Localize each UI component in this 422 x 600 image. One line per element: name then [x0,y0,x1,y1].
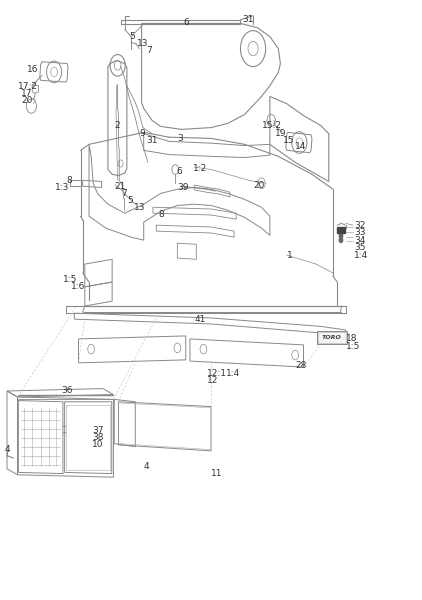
Text: 41: 41 [195,314,206,323]
Text: 16: 16 [27,65,38,74]
Text: 14: 14 [295,142,306,151]
Text: 34: 34 [354,236,365,245]
Circle shape [339,233,343,238]
Text: 31: 31 [243,16,254,25]
Text: 1:4: 1:4 [226,368,241,377]
Text: 1:5: 1:5 [346,342,360,351]
Text: 1: 1 [287,251,292,260]
Text: 35: 35 [354,243,365,252]
Text: 13: 13 [138,39,149,48]
Text: 8: 8 [66,176,72,185]
Text: 1:2: 1:2 [193,164,208,173]
Text: 7: 7 [146,46,151,55]
Text: 33: 33 [354,229,365,238]
Text: 20: 20 [253,181,265,190]
Text: 12:1: 12:1 [207,368,227,377]
Text: 39: 39 [177,183,189,192]
Text: 11: 11 [211,469,222,478]
Bar [317,331,347,344]
Bar [318,332,346,343]
Text: 12: 12 [207,376,218,385]
Text: 6: 6 [184,19,189,28]
Text: 18: 18 [346,334,357,343]
Text: 2: 2 [114,121,120,130]
Text: 1:4: 1:4 [354,251,368,260]
Text: 28: 28 [295,361,306,370]
Text: 8: 8 [159,211,165,220]
Text: 36: 36 [62,386,73,395]
Text: 17:2: 17:2 [18,82,38,91]
Text: 1:5: 1:5 [63,275,77,284]
Text: 31: 31 [147,136,158,145]
Text: 4: 4 [144,462,149,471]
Text: 17: 17 [21,89,32,98]
Circle shape [339,238,343,242]
Text: 32: 32 [354,221,365,230]
Text: 5: 5 [127,196,133,205]
Text: 4: 4 [5,445,11,454]
Text: 7: 7 [121,189,127,198]
Text: 6: 6 [176,167,182,176]
Text: 10: 10 [92,440,104,449]
Text: 5: 5 [129,32,135,41]
Text: 9: 9 [140,129,145,138]
Text: 1:3: 1:3 [55,183,70,192]
Text: 21: 21 [114,182,126,191]
Text: 3: 3 [177,134,183,143]
Text: 38: 38 [92,433,104,442]
Text: 1:6: 1:6 [71,283,86,292]
Text: 19: 19 [275,129,287,138]
Text: 13: 13 [134,203,145,212]
Text: 15: 15 [282,136,294,145]
Text: 15:2: 15:2 [262,121,281,130]
Text: 37: 37 [92,426,104,435]
Bar [337,227,345,233]
Text: 20: 20 [21,96,32,105]
Text: TORO: TORO [322,335,342,340]
